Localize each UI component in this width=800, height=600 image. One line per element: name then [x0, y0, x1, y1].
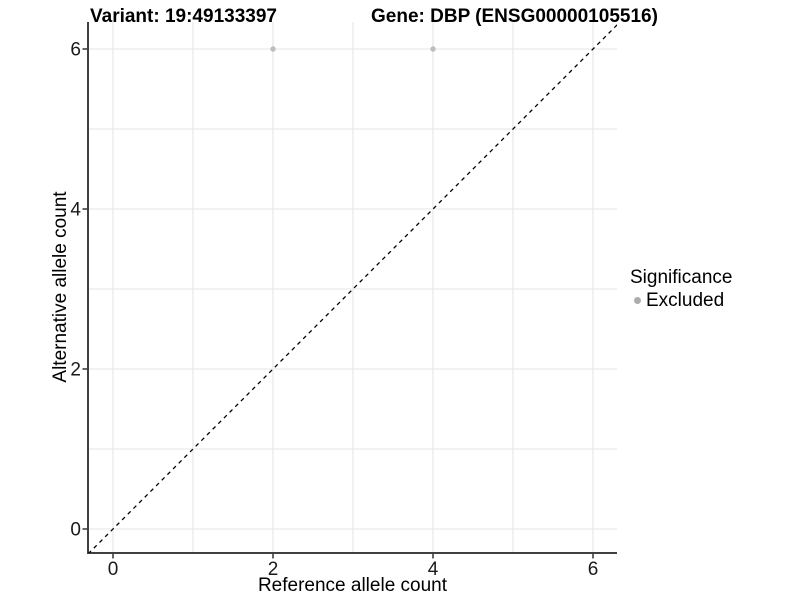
legend-item-excluded: Excluded	[630, 290, 732, 311]
y-tick-label: 6	[70, 40, 81, 61]
identity-dashed-line	[88, 24, 617, 553]
x-tick-label: 6	[588, 559, 599, 580]
x-tick-label: 4	[428, 559, 439, 580]
data-point	[270, 46, 276, 52]
legend-title: Significance	[630, 267, 733, 288]
x-axis-title: Reference allele count	[257, 575, 448, 596]
y-tick-label: 2	[70, 360, 81, 381]
legend: Significance Excluded	[630, 267, 732, 311]
data-point	[430, 46, 436, 52]
x-tick-label: 2	[268, 559, 279, 580]
x-tick-label: 0	[108, 559, 119, 580]
y-tick-label: 4	[70, 200, 81, 221]
legend-key-dot-icon	[634, 297, 641, 304]
y-axis-title: Alternative allele count	[50, 191, 71, 383]
plot-title-variant: Variant: 19:49133397	[90, 6, 277, 27]
plot-title-gene: Gene: DBP (ENSG00000105516)	[371, 6, 658, 27]
y-tick-label: 0	[70, 520, 81, 541]
legend-item-label: Excluded	[646, 290, 725, 311]
